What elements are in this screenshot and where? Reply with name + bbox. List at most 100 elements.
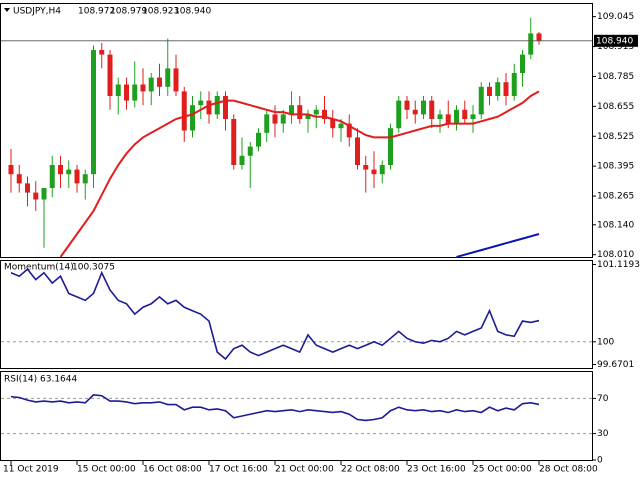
- last-price-label: 108.940: [596, 36, 633, 46]
- y-tick-label: 30: [597, 429, 609, 439]
- x-tick-label: 11 Oct 2019: [3, 465, 59, 475]
- candle-body: [16, 174, 22, 184]
- candle-body: [25, 183, 30, 193]
- rsi-value: 63.1644: [40, 375, 77, 385]
- candle-body: [74, 169, 80, 184]
- candle-body: [421, 100, 426, 115]
- y-tick-label: 108.655: [597, 102, 634, 112]
- candle-body: [198, 100, 204, 106]
- menu-triangle: [4, 8, 10, 12]
- candle-body: [157, 77, 162, 87]
- candle-body: [396, 100, 402, 129]
- symbol-title: USDJPY,H4: [13, 7, 61, 17]
- y-tick-label: 99.6701: [597, 360, 634, 370]
- header-open: 108.972: [78, 7, 115, 17]
- candle-body: [412, 109, 418, 115]
- price-panel: [0, 3, 593, 258]
- candle-body: [520, 54, 525, 73]
- y-tick-label: 108.915: [597, 42, 634, 52]
- candle-body: [297, 105, 303, 119]
- candle-body: [330, 119, 336, 129]
- header-low: 108.923: [142, 7, 179, 17]
- candle-body: [49, 165, 55, 188]
- x-tick-label: 25 Oct 00:00: [473, 465, 532, 475]
- y-tick-label: 108.395: [597, 162, 634, 172]
- candle-body: [132, 84, 138, 101]
- x-tick-label: 16 Oct 08:00: [143, 465, 202, 475]
- candle-body: [91, 50, 96, 175]
- candle-body: [173, 68, 179, 92]
- candle-body: [404, 100, 410, 110]
- candle-body: [346, 123, 352, 138]
- candle-body: [355, 137, 360, 165]
- y-tick-label: 109.045: [597, 12, 634, 22]
- candle-body: [107, 54, 113, 96]
- candle-body: [454, 109, 459, 124]
- candle-body: [115, 84, 121, 96]
- candle-body: [437, 114, 443, 119]
- momentum-value: 100.3075: [72, 263, 115, 273]
- candle-body: [280, 114, 286, 124]
- candle-body: [223, 96, 228, 119]
- momentum-title: Momentum(14): [4, 263, 74, 273]
- candle-body: [181, 91, 187, 131]
- rsi-panel: [0, 371, 593, 461]
- candle-body: [511, 73, 517, 96]
- y-tick-label: 108.140: [597, 220, 634, 230]
- candle-body: [470, 114, 476, 119]
- indicator-line: [10, 394, 540, 422]
- candle-body: [313, 109, 319, 115]
- candle-body: [322, 109, 327, 119]
- header-high: 108.979: [110, 7, 147, 17]
- y-tick-label: 108.525: [597, 132, 634, 142]
- candle-body: [338, 123, 344, 129]
- candle-body: [528, 33, 534, 55]
- candle-body: [165, 68, 171, 87]
- candle-body: [388, 128, 393, 165]
- candle-body: [140, 84, 146, 92]
- indicator-line: [10, 268, 540, 361]
- candle-body: [536, 33, 542, 41]
- candle-body: [41, 188, 47, 200]
- candle-body: [305, 114, 311, 119]
- candle-body: [206, 100, 212, 115]
- candle-body: [148, 77, 154, 92]
- y-tick-label: 108.265: [597, 192, 634, 202]
- y-tick-label: 108.785: [597, 72, 634, 82]
- candle-body: [8, 165, 14, 175]
- rsi-title: RSI(14): [4, 375, 37, 385]
- header-close: 108.940: [174, 7, 211, 17]
- candle-body: [503, 82, 509, 96]
- candle-body: [247, 146, 253, 156]
- x-tick-label: 15 Oct 00:00: [77, 465, 136, 475]
- x-tick-label: 23 Oct 16:00: [407, 465, 466, 475]
- moving-average: [456, 233, 540, 258]
- candle-body: [371, 169, 377, 175]
- candle-body: [478, 86, 484, 115]
- y-tick-label: 108.010: [597, 250, 634, 260]
- last-price-box: [594, 34, 638, 47]
- y-tick-label: 70: [597, 394, 609, 404]
- candle-body: [495, 82, 501, 96]
- candle-body: [82, 174, 88, 184]
- candle-body: [272, 114, 278, 124]
- moving-average: [59, 90, 540, 258]
- momentum-panel: [0, 260, 593, 369]
- candle-body: [256, 132, 261, 147]
- candle-body: [66, 169, 72, 175]
- candle-body: [445, 114, 451, 124]
- y-tick-label: 101.1193: [597, 260, 640, 270]
- candle-body: [214, 96, 220, 115]
- x-tick-label: 22 Oct 08:00: [341, 465, 400, 475]
- candle-body: [58, 165, 63, 175]
- candle-body: [264, 114, 270, 133]
- y-tick-label: 0: [597, 456, 603, 466]
- candle-body: [363, 165, 369, 170]
- candle-body: [429, 100, 435, 119]
- candle-body: [124, 84, 129, 101]
- candle-body: [487, 86, 492, 96]
- y-tick-label: 100: [597, 337, 614, 347]
- x-tick-label: 28 Oct 08:00: [539, 465, 598, 475]
